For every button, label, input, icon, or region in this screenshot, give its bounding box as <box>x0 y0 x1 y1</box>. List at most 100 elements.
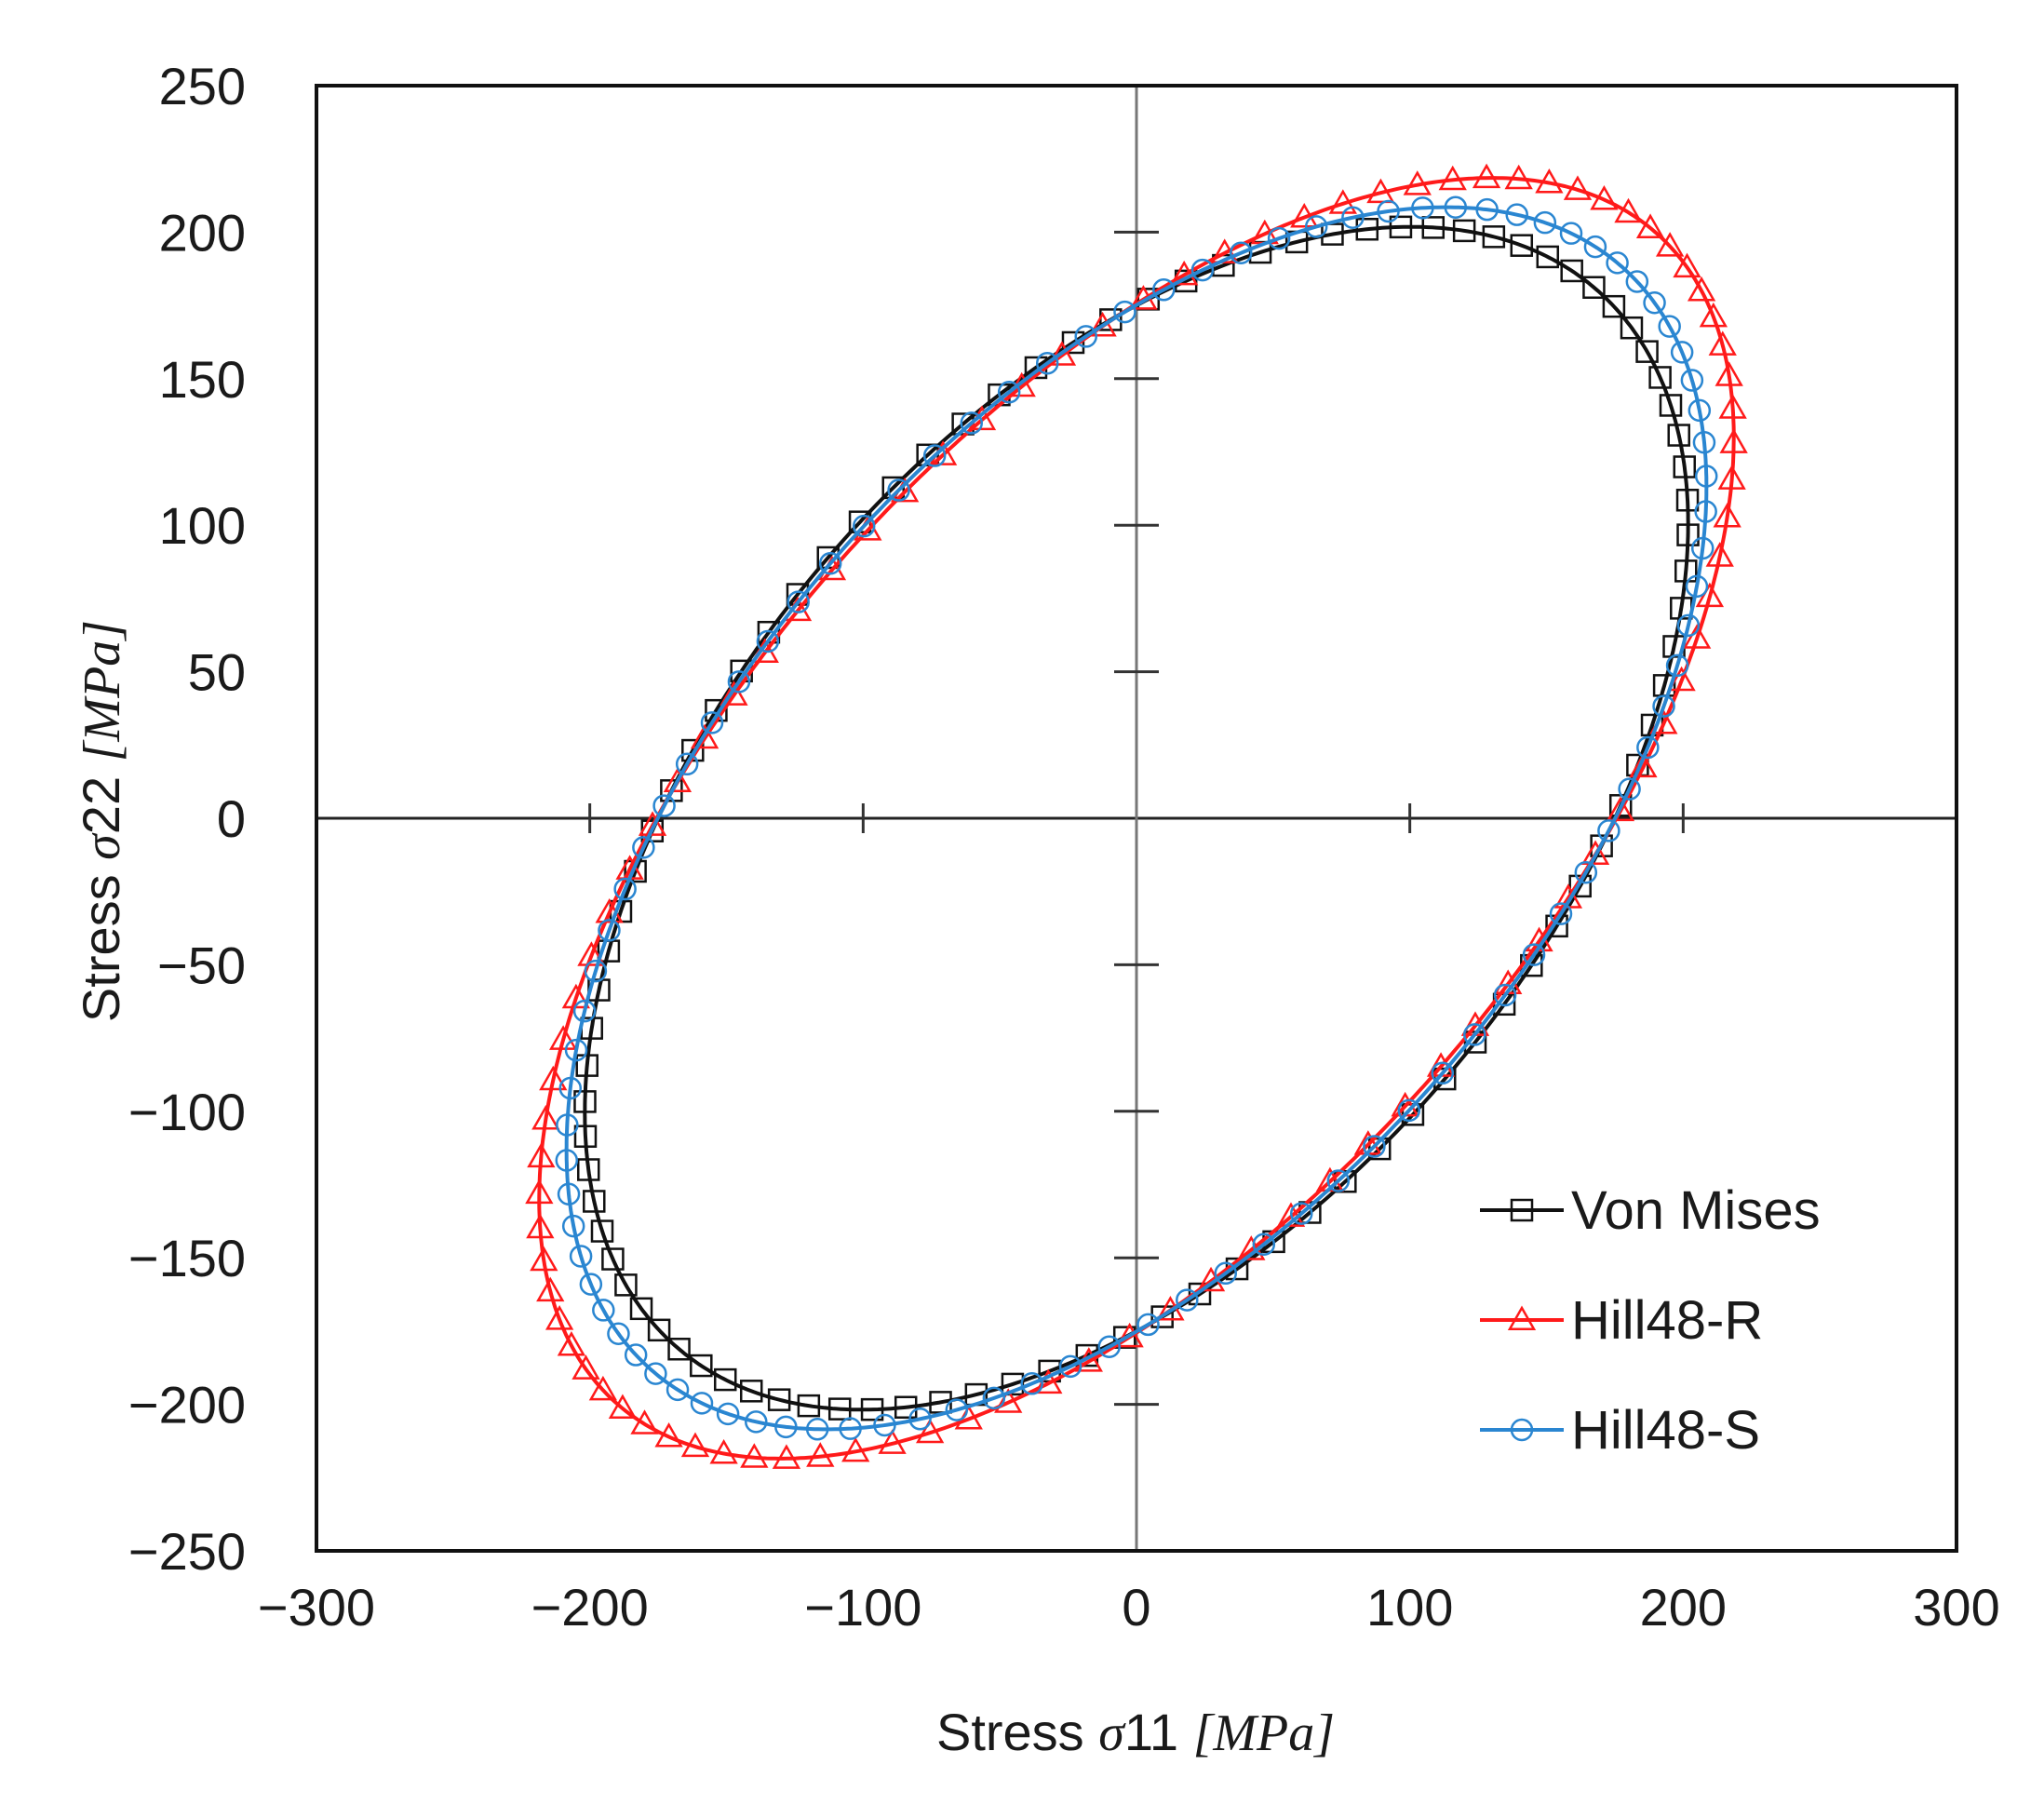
marker-hill48-s <box>1688 398 1712 423</box>
legend-marker-von-mises <box>1510 1198 1534 1222</box>
marker-hill48-r <box>994 1388 1023 1413</box>
marker-von-mises <box>575 1054 598 1077</box>
y-tick-label: 100 <box>159 496 246 555</box>
marker-von-mises <box>860 1397 884 1421</box>
marker-hill48-s <box>690 1392 714 1415</box>
marker-hill48-s <box>584 959 608 983</box>
marker-hill48-s <box>1694 500 1717 523</box>
x-tick-label: 300 <box>1913 1578 1999 1637</box>
marker-von-mises <box>1675 489 1700 512</box>
marker-hill48-s <box>613 877 637 901</box>
marker-hill48-s <box>1230 241 1253 264</box>
marker-von-mises <box>1150 1305 1174 1328</box>
marker-von-mises <box>601 1247 625 1271</box>
marker-hill48-s <box>1685 574 1709 599</box>
y-axis-title: Stress σ22 [MPa] <box>72 620 131 1022</box>
marker-hill48-r <box>1705 542 1734 567</box>
marker-hill48-r <box>709 1438 738 1464</box>
marker-hill48-r <box>608 1394 638 1420</box>
marker-hill48-r <box>572 1354 600 1380</box>
marker-hill48-s <box>1559 222 1583 245</box>
marker-hill48-s <box>787 590 810 613</box>
marker-hill48-s <box>592 1299 615 1322</box>
marker-hill48-r <box>638 811 667 836</box>
marker-hill48-r <box>806 1442 835 1467</box>
marker-von-mises <box>1560 259 1583 283</box>
marker-hill48-s <box>805 1418 829 1441</box>
series-hill48-s <box>555 195 1718 1441</box>
marker-hill48-s <box>579 1273 603 1296</box>
marker-hill48-s <box>1643 290 1666 315</box>
legend-marker-hill48-s <box>1510 1418 1534 1442</box>
marker-hill48-r <box>1088 311 1117 337</box>
marker-hill48-s <box>598 919 621 942</box>
series-line-hill48-s <box>564 205 1709 1432</box>
marker-von-mises <box>629 1297 653 1321</box>
marker-hill48-s <box>1597 819 1620 842</box>
marker-von-mises <box>767 1388 791 1411</box>
marker-hill48-r <box>1717 465 1746 490</box>
marker-hill48-r <box>1606 796 1635 822</box>
marker-hill48-s <box>1680 369 1704 392</box>
marker-hill48-s <box>945 1398 969 1421</box>
marker-hill48-s <box>1636 735 1660 760</box>
marker-hill48-s <box>1058 1354 1083 1379</box>
marker-hill48-s <box>1363 1135 1386 1158</box>
marker-hill48-s <box>564 1038 588 1062</box>
marker-hill48-s <box>1549 902 1573 925</box>
x-axis-title: Stress σ11 [MPa] <box>936 1703 1335 1762</box>
marker-hill48-r <box>539 1065 568 1091</box>
marker-hill48-s <box>572 999 597 1023</box>
marker-von-mises <box>681 738 705 762</box>
marker-hill48-s <box>1431 1061 1455 1085</box>
marker-von-mises <box>1188 1282 1212 1306</box>
marker-von-mises <box>739 1380 763 1403</box>
legend-item-hill48-r: Hill48-R <box>1480 1290 1763 1351</box>
marker-hill48-s <box>1113 300 1136 324</box>
marker-hill48-s <box>1020 1372 1043 1395</box>
y-tick-label: −200 <box>128 1376 246 1435</box>
marker-von-mises <box>1648 366 1672 389</box>
marker-von-mises <box>690 1354 713 1378</box>
marker-hill48-r <box>527 1142 556 1168</box>
marker-hill48-s <box>675 752 699 776</box>
marker-hill48-r <box>531 1104 560 1130</box>
marker-hill48-r <box>557 1330 586 1356</box>
marker-hill48-s <box>908 1408 932 1431</box>
marker-hill48-s <box>818 551 842 575</box>
marker-hill48-r <box>1699 302 1728 328</box>
marker-hill48-r <box>1667 666 1696 692</box>
marker-hill48-r <box>1673 252 1701 278</box>
marker-hill48-s <box>1377 199 1400 223</box>
y-tick-label: 150 <box>159 350 246 409</box>
marker-hill48-r <box>1115 1322 1144 1348</box>
marker-hill48-r <box>740 1443 769 1468</box>
marker-hill48-r <box>526 1213 555 1239</box>
y-tick-label: −100 <box>128 1083 246 1141</box>
marker-hill48-r <box>1687 276 1716 302</box>
axes-layer <box>316 86 1957 1551</box>
marker-von-mises <box>827 1397 852 1421</box>
marker-hill48-r <box>1170 260 1199 286</box>
marker-hill48-s <box>561 1214 585 1238</box>
marker-hill48-s <box>1289 1202 1313 1225</box>
marker-hill48-s <box>632 836 655 859</box>
marker-von-mises <box>1452 219 1476 243</box>
marker-hill48-s <box>1665 653 1689 678</box>
marker-von-mises <box>1620 316 1644 340</box>
y-tick-label: −150 <box>128 1229 246 1287</box>
marker-hill48-s <box>624 1343 648 1367</box>
marker-von-mises <box>667 1338 691 1361</box>
marker-hill48-s <box>1190 258 1215 282</box>
marker-hill48-s <box>700 711 724 734</box>
marker-hill48-s <box>1583 235 1607 259</box>
marker-hill48-r <box>1047 341 1077 366</box>
marker-von-mises <box>1635 340 1659 363</box>
marker-hill48-r <box>915 1418 945 1444</box>
marker-von-mises <box>1667 424 1690 447</box>
marker-von-mises <box>1602 294 1626 318</box>
marker-hill48-s <box>1658 315 1681 338</box>
x-tick-label: 100 <box>1366 1578 1453 1637</box>
marker-hill48-r <box>1655 232 1685 257</box>
marker-hill48-r <box>841 1436 870 1462</box>
